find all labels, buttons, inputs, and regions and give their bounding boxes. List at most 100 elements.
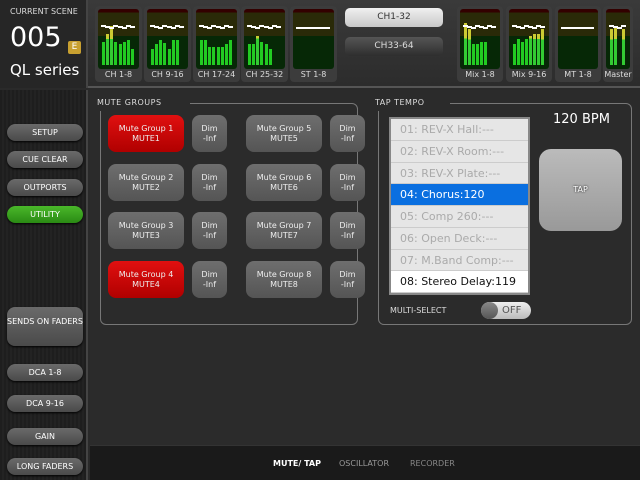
- meter-master[interactable]: Master: [603, 6, 633, 82]
- fader-position-marker: [101, 25, 106, 27]
- tab-oscillator[interactable]: OSCILLATOR: [339, 459, 390, 468]
- dim-8-button[interactable]: Dim -Inf: [330, 261, 365, 298]
- meter-bar: [484, 41, 487, 65]
- meter-bar: [167, 49, 171, 65]
- toggle-state: OFF: [502, 305, 522, 316]
- meter-ch-17-24[interactable]: CH 17-24: [193, 6, 240, 82]
- tap-button[interactable]: TAP: [539, 149, 622, 231]
- mute-group-4-button[interactable]: Mute Group 4 MUTE4: [108, 261, 184, 298]
- bank-ch1-32-button[interactable]: CH1-32: [345, 8, 443, 27]
- meter-bar: [224, 44, 228, 65]
- tab-mute-tap[interactable]: MUTE/ TAP: [273, 459, 321, 468]
- tap-tempo-title: TAP TEMPO: [375, 98, 425, 107]
- effect-list-item[interactable]: 07: M.Band Comp:---: [391, 249, 528, 272]
- fader-position-marker: [483, 27, 488, 29]
- edit-badge: E: [68, 41, 81, 54]
- effect-list[interactable]: 01: REV-X Hall:--- 02: REV-X Room:--- 03: …: [389, 117, 530, 295]
- effect-list-item[interactable]: 08: Stereo Delay:119: [391, 271, 528, 293]
- meter-bar: [476, 44, 479, 65]
- dim-label: Dim: [201, 221, 218, 230]
- meter-screen: [558, 9, 598, 69]
- meter-mix-1-8[interactable]: Mix 1-8: [457, 6, 503, 82]
- mute-group-7-button[interactable]: Mute Group 7 MUTE7: [246, 212, 322, 249]
- meter-mix-9-16[interactable]: Mix 9-16: [506, 6, 552, 82]
- meter-screen: [244, 9, 285, 69]
- meter-mt-1-8[interactable]: MT 1-8: [555, 6, 601, 82]
- meter-ch-25-32[interactable]: CH 25-32: [241, 6, 288, 82]
- mute-group-6-button[interactable]: Mute Group 6 MUTE6: [246, 164, 322, 201]
- fader-position-marker: [150, 25, 155, 27]
- dim-5-button[interactable]: Dim -Inf: [330, 115, 365, 152]
- effect-list-item[interactable]: 02: REV-X Room:---: [391, 140, 528, 163]
- meter-bar: [159, 40, 163, 65]
- dim-4-button[interactable]: Dim -Inf: [192, 261, 227, 298]
- fader-position-marker: [320, 27, 326, 29]
- bpm-display: 120 BPM: [553, 112, 610, 127]
- dim-7-button[interactable]: Dim -Inf: [330, 212, 365, 249]
- sidebar-utility-button[interactable]: UTILITY: [7, 206, 83, 223]
- bank-ch33-64-button[interactable]: CH33-64: [345, 37, 443, 56]
- fader-position-marker: [304, 27, 310, 29]
- fader-position-marker: [219, 27, 225, 29]
- fader-position-marker: [561, 27, 566, 29]
- sidebar-cue-clear-button[interactable]: CUE CLEAR: [7, 151, 83, 168]
- dim-label: Dim: [339, 221, 356, 230]
- effect-list-item[interactable]: 05: Comp 260:---: [391, 206, 528, 228]
- fader-position-marker: [105, 26, 111, 28]
- mute-group-id: MUTE6: [270, 183, 298, 192]
- fader-position-marker: [475, 25, 480, 27]
- meter-bar: [130, 49, 134, 65]
- effect-list-item[interactable]: 04: Chorus:120: [391, 184, 528, 206]
- mute-group-id: MUTE3: [132, 231, 160, 240]
- fader-position-marker: [129, 26, 135, 28]
- sidebar-setup-button[interactable]: SETUP: [7, 124, 83, 141]
- effect-list-item[interactable]: 06: Open Deck:---: [391, 227, 528, 250]
- multi-select-toggle[interactable]: OFF: [481, 302, 531, 319]
- fader-position-marker: [621, 25, 626, 27]
- sidebar-dca-1-8-button[interactable]: DCA 1-8: [7, 364, 83, 381]
- meter-bar: [537, 33, 540, 65]
- fader-position-marker: [487, 25, 492, 27]
- dim-label: Dim: [339, 124, 356, 133]
- sidebar-dca-9-16-button[interactable]: DCA 9-16: [7, 395, 83, 412]
- meter-ch-9-16[interactable]: CH 9-16: [144, 6, 191, 82]
- mute-group-2-button[interactable]: Mute Group 2 MUTE2: [108, 164, 184, 201]
- dim-value: -Inf: [202, 134, 217, 143]
- meter-bar: [622, 28, 625, 65]
- meter-bar: [175, 40, 179, 65]
- sidebar-sends-on-faders-button[interactable]: SENDS ON FADERS: [7, 307, 83, 346]
- meter-screen: [293, 9, 334, 69]
- dim-3-button[interactable]: Dim -Inf: [192, 212, 227, 249]
- effect-list-item[interactable]: 01: REV-X Hall:---: [391, 119, 528, 141]
- sidebar-outports-button[interactable]: OUTPORTS: [7, 179, 83, 196]
- fader-position-marker: [491, 26, 496, 28]
- mute-group-5-button[interactable]: Mute Group 5 MUTE5: [246, 115, 322, 152]
- sidebar-gain-button[interactable]: GAIN: [7, 428, 83, 445]
- mute-group-8-button[interactable]: Mute Group 8 MUTE8: [246, 261, 322, 298]
- fader-position-marker: [267, 27, 273, 29]
- mute-group-1-button[interactable]: Mute Group 1 MUTE1: [108, 115, 184, 152]
- mute-group-3-button[interactable]: Mute Group 3 MUTE3: [108, 212, 184, 249]
- mute-group-name: Mute Group 8: [256, 270, 312, 279]
- fader-position-marker: [296, 27, 301, 29]
- fader-position-marker: [512, 25, 517, 27]
- fader-position-marker: [263, 26, 269, 28]
- dim-6-button[interactable]: Dim -Inf: [330, 164, 365, 201]
- sidebar-long-faders-button[interactable]: LONG FADERS: [7, 458, 83, 475]
- meter-bar: [122, 41, 126, 65]
- dim-2-button[interactable]: Dim -Inf: [192, 164, 227, 201]
- meter-st-1-8[interactable]: ST 1-8: [290, 6, 337, 82]
- meter-label: CH 9-16: [151, 70, 184, 79]
- meter-bar: [110, 26, 114, 65]
- dim-1-button[interactable]: Dim -Inf: [192, 115, 227, 152]
- meter-screen: [509, 9, 549, 69]
- current-scene-panel[interactable]: CURRENT SCENE 005 E QL series: [0, 0, 88, 88]
- tab-recorder[interactable]: RECORDER: [410, 459, 455, 468]
- meter-ch-1-8[interactable]: CH 1-8: [95, 6, 142, 82]
- mute-group-id: MUTE1: [132, 134, 160, 143]
- fader-position-marker: [569, 27, 574, 29]
- effect-list-item[interactable]: 03: REV-X Plate:---: [391, 162, 528, 185]
- meter-bar: [614, 26, 617, 65]
- fader-position-marker: [207, 27, 213, 29]
- meter-label: CH 1-8: [104, 70, 133, 79]
